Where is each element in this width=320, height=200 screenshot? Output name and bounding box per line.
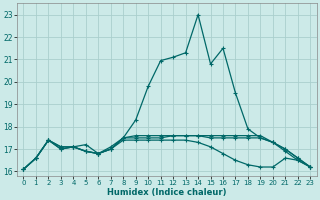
X-axis label: Humidex (Indice chaleur): Humidex (Indice chaleur) [107, 188, 227, 197]
